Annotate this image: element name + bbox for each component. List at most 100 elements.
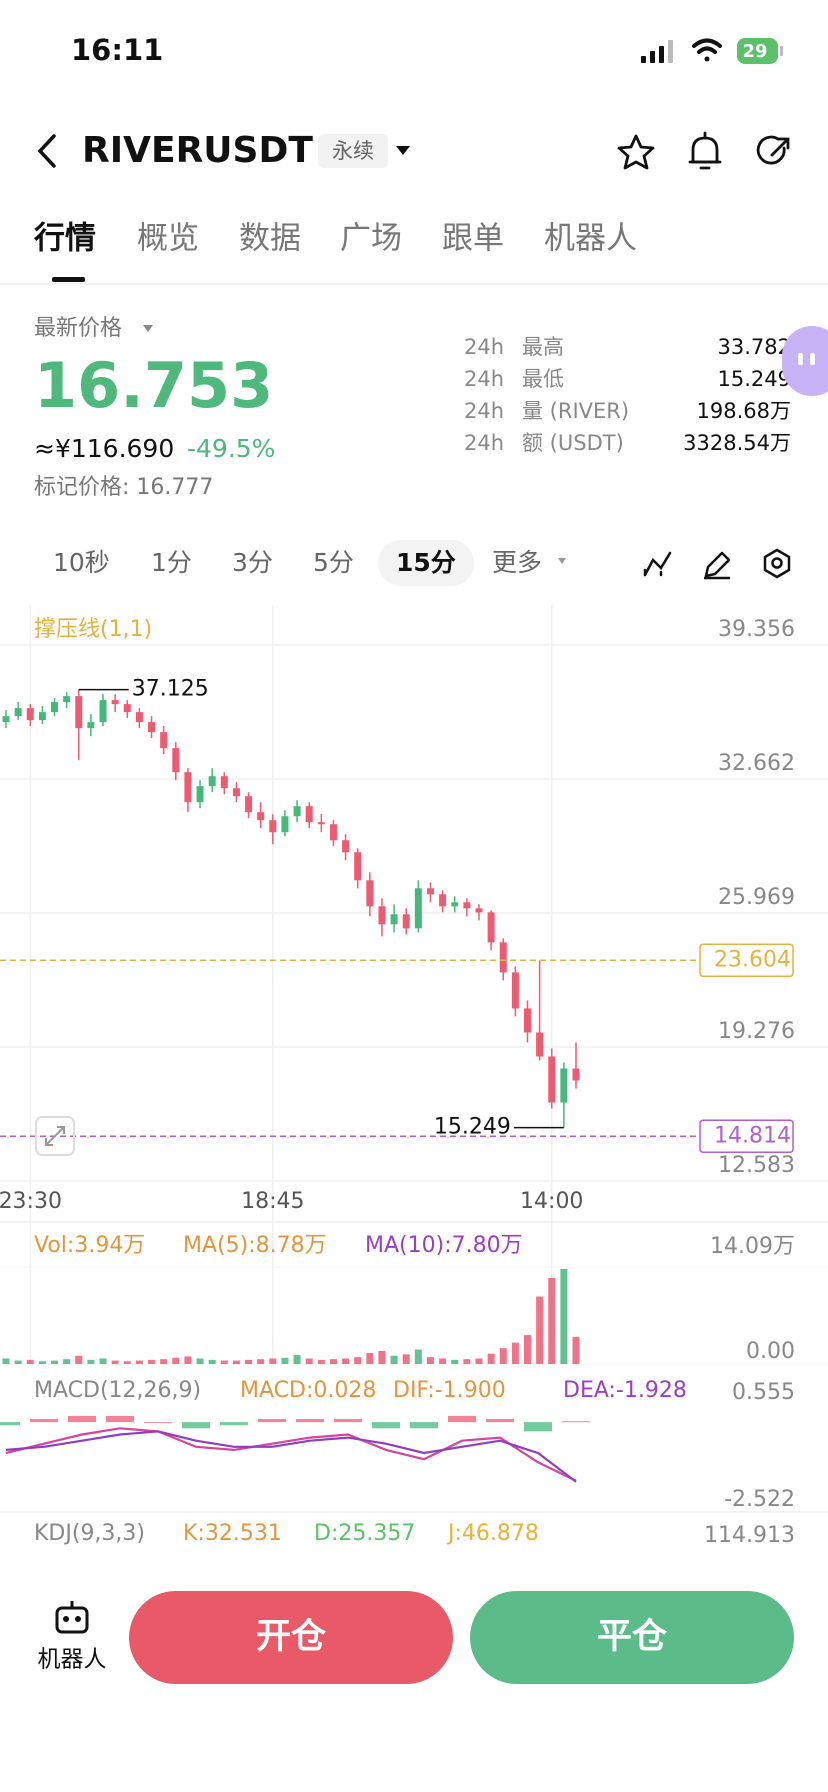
volume-bar xyxy=(99,1358,107,1364)
volume-bar xyxy=(293,1355,301,1364)
candle-body xyxy=(196,786,204,803)
more-arrow xyxy=(558,558,566,564)
volume-bar xyxy=(184,1356,192,1364)
indicator-label: 撑压线(1,1) xyxy=(34,617,152,642)
volume-ma-legend: MA(5):8.78万 xyxy=(183,1233,327,1258)
indicator-icon[interactable] xyxy=(643,551,672,577)
stat-period: 24h xyxy=(464,399,504,423)
macd-legend: DIF:-1.900 xyxy=(393,1378,506,1403)
candle-body xyxy=(402,914,410,929)
interval[interactable]: 1分 xyxy=(151,548,192,577)
stat-label: 最高 xyxy=(522,335,564,359)
stat-value: 33.782 xyxy=(718,335,791,359)
volume-bar xyxy=(426,1357,434,1364)
back-button[interactable] xyxy=(37,134,56,168)
interval[interactable]: 3分 xyxy=(232,548,273,577)
volume-bar xyxy=(439,1358,447,1364)
tab[interactable]: 行情 xyxy=(33,221,96,257)
candle-body xyxy=(572,1068,580,1081)
interval[interactable]: 15分 xyxy=(396,548,456,577)
interval[interactable]: 10秒 xyxy=(53,548,110,577)
volume-bar xyxy=(160,1359,168,1364)
y-tick-label: 14.09万 xyxy=(710,1234,795,1259)
stat-period: 24h xyxy=(464,335,504,359)
interval[interactable]: 更多 xyxy=(492,548,542,577)
dropdown-arrow xyxy=(396,146,410,155)
kdj-title: KDJ(9,3,3) xyxy=(34,1521,145,1546)
candle-body xyxy=(329,824,337,841)
y-tick-label: 0.00 xyxy=(746,1339,795,1364)
candle-body xyxy=(548,1056,556,1103)
alert-icon[interactable] xyxy=(688,131,722,170)
price-line-box xyxy=(699,943,794,978)
low-label: 15.249 xyxy=(434,1115,511,1140)
candle-body xyxy=(305,806,313,823)
volume-bar xyxy=(329,1359,337,1364)
open-label: 开仓 xyxy=(256,1617,327,1657)
interval-bar: 10秒 1分 3分 5分 15分 更多 xyxy=(53,548,542,577)
volume-bar xyxy=(548,1277,556,1364)
price-change: -49.5% xyxy=(187,434,275,463)
tab[interactable]: 数据 xyxy=(239,221,301,257)
floating-assistant[interactable] xyxy=(782,326,828,396)
volume-bar xyxy=(75,1355,83,1364)
candle-body xyxy=(317,822,325,825)
volume-bar xyxy=(87,1359,95,1364)
volume-bar xyxy=(511,1342,519,1364)
x-tick-label: 14:00 xyxy=(520,1189,583,1214)
volume-bar xyxy=(2,1358,10,1364)
volume-bar xyxy=(208,1359,216,1364)
volume-bar xyxy=(172,1357,180,1364)
candle-body xyxy=(378,906,386,925)
volume-bar xyxy=(14,1360,22,1364)
candle-body xyxy=(208,776,216,787)
macd-bar xyxy=(220,1422,248,1426)
close-button[interactable] xyxy=(470,1591,794,1684)
candle-body xyxy=(51,702,59,713)
volume-bar xyxy=(148,1359,156,1364)
expand-button[interactable] xyxy=(35,1116,75,1156)
tab-bar: 行情 概览 数据 广场 跟单 机器人 xyxy=(33,221,637,257)
tab[interactable]: 广场 xyxy=(340,221,402,257)
favorite-icon[interactable] xyxy=(617,134,655,170)
stat-label: 量 (RIVER) xyxy=(522,399,629,423)
kdj-legend: J:46.878 xyxy=(446,1521,539,1546)
robot-icon[interactable] xyxy=(55,1601,89,1634)
tab[interactable]: 跟单 xyxy=(442,221,504,257)
volume-bar xyxy=(305,1358,313,1364)
candle-body xyxy=(87,722,95,729)
tab[interactable]: 概览 xyxy=(137,221,199,257)
volume-bar xyxy=(281,1357,289,1364)
open-button[interactable] xyxy=(129,1591,453,1684)
interval[interactable]: 5分 xyxy=(313,548,354,577)
battery-cap xyxy=(780,46,783,56)
price-line-label: 14.814 xyxy=(714,1123,791,1148)
draw-icon[interactable] xyxy=(704,551,731,580)
macd-bar xyxy=(182,1422,210,1429)
high-label: 37.125 xyxy=(132,677,209,702)
volume-bar xyxy=(536,1296,544,1364)
candle-body xyxy=(511,972,519,1009)
tab[interactable]: 机器人 xyxy=(544,221,637,257)
macd-title: MACD(12,26,9) xyxy=(34,1378,201,1403)
volume-bar xyxy=(26,1359,34,1364)
macd-bar xyxy=(448,1415,476,1423)
contract-badge[interactable] xyxy=(318,134,388,168)
signal-icon xyxy=(641,40,673,63)
macd-legend: DEA:-1.928 xyxy=(563,1378,687,1403)
contract-type: 永续 xyxy=(332,139,374,163)
volume-bar xyxy=(366,1352,374,1364)
close-label: 平仓 xyxy=(597,1617,668,1657)
volume-bar xyxy=(51,1360,59,1364)
volume-bar xyxy=(463,1359,471,1364)
tab-indicator xyxy=(52,277,85,282)
share-icon[interactable] xyxy=(756,135,790,165)
y-tick-label: 0.555 xyxy=(732,1380,795,1405)
candle-body xyxy=(390,914,398,925)
candle-body xyxy=(499,942,507,973)
macd-line xyxy=(5,1430,577,1483)
candle-body xyxy=(523,1008,531,1033)
candle-body xyxy=(293,806,301,817)
volume-bar xyxy=(523,1335,531,1364)
settings-icon[interactable] xyxy=(763,548,791,579)
